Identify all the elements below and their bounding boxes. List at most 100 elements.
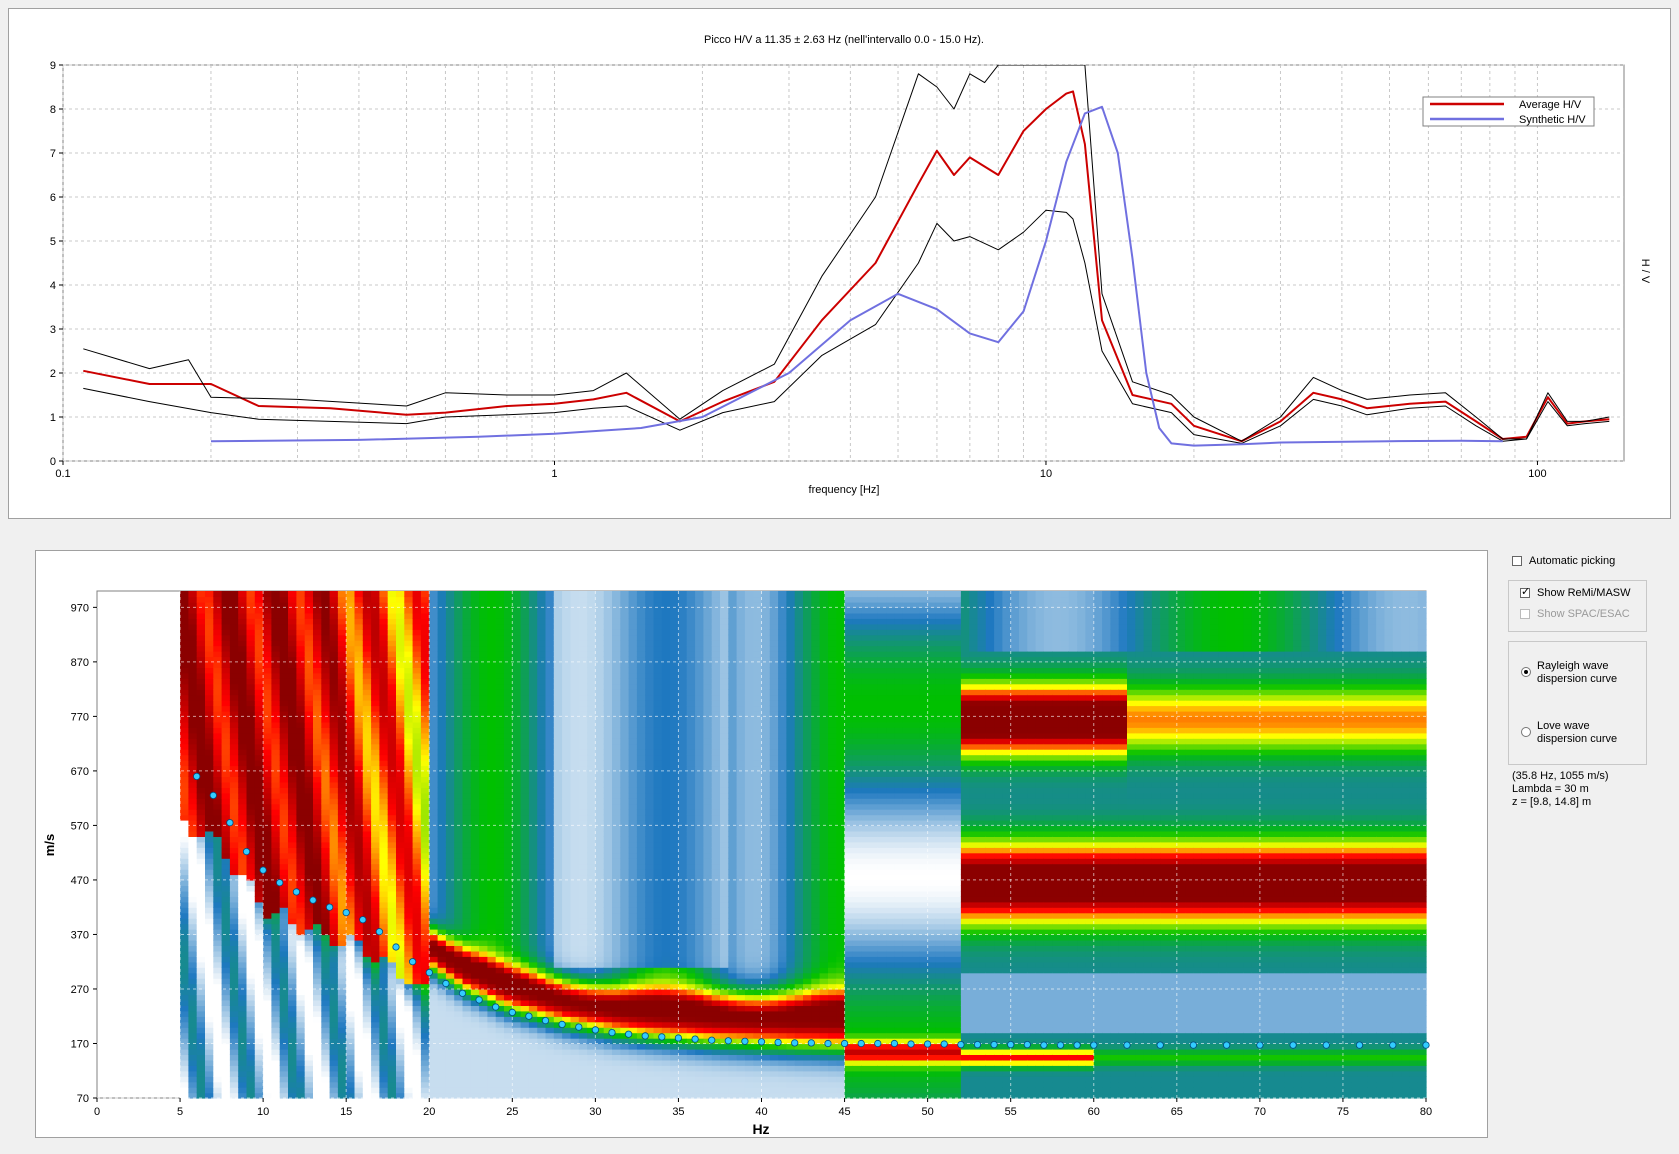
heatmap-cell xyxy=(188,781,198,788)
heatmap-cell xyxy=(346,760,356,767)
heatmap-cell xyxy=(279,809,289,816)
heatmap-cell xyxy=(487,645,497,652)
heatmap-cell xyxy=(362,956,372,963)
heatmap-cell xyxy=(271,896,281,903)
heatmap-cell xyxy=(313,1032,322,1039)
heatmap-cell xyxy=(429,885,439,892)
heatmap-cell xyxy=(263,678,272,685)
heatmap-cell xyxy=(387,939,397,946)
heatmap-cell xyxy=(180,852,189,859)
heatmap-cell xyxy=(445,667,455,674)
heatmap-cell xyxy=(454,1081,464,1088)
heatmap-cell xyxy=(404,749,414,756)
heatmap-cell xyxy=(545,999,555,1006)
heatmap-cell xyxy=(180,667,189,674)
heatmap-cell xyxy=(196,901,206,908)
heatmap-cell xyxy=(528,918,538,925)
heatmap-cell xyxy=(354,661,364,668)
heatmap-cell xyxy=(387,847,397,854)
heatmap-cell xyxy=(196,765,206,772)
heatmap-cell xyxy=(495,776,505,783)
heatmap-cell xyxy=(337,596,347,603)
heatmap-cell xyxy=(288,760,297,767)
heatmap-cell xyxy=(612,950,621,957)
heatmap-cell xyxy=(479,754,488,761)
heatmap-cell xyxy=(296,678,306,685)
heatmap-cell xyxy=(354,689,364,696)
heatmap-cell xyxy=(263,770,272,777)
heatmap-cell xyxy=(504,972,513,979)
heatmap-cell xyxy=(246,1076,256,1083)
heatmap-cell xyxy=(578,689,588,696)
heatmap-cell xyxy=(537,683,547,690)
heatmap-cell xyxy=(313,1021,322,1028)
heatmap-cell xyxy=(313,738,322,745)
heatmap-cell xyxy=(578,754,588,761)
heatmap-cell xyxy=(180,1027,189,1034)
heatmap-cell xyxy=(487,667,497,674)
heatmap-cell xyxy=(495,820,505,827)
heatmap-cell xyxy=(420,1092,430,1099)
heatmap-cell xyxy=(271,705,281,712)
heatmap-cell xyxy=(296,858,306,865)
heatmap-cell xyxy=(578,1059,588,1066)
heatmap-cell xyxy=(612,847,621,854)
heatmap-cell xyxy=(379,983,389,990)
heatmap-cell xyxy=(603,1032,613,1039)
heatmap-cell xyxy=(337,874,347,881)
heatmap-cell xyxy=(520,645,530,652)
heatmap-cell xyxy=(387,1065,397,1072)
heatmap-cell xyxy=(578,841,588,848)
heatmap-cell xyxy=(420,661,430,668)
heatmap-cell xyxy=(221,667,231,674)
heatmap-cell xyxy=(429,765,439,772)
heatmap-cell xyxy=(537,754,547,761)
heatmap-cell xyxy=(379,901,389,908)
heatmap-cell xyxy=(537,640,547,647)
heatmap-cell xyxy=(562,760,571,767)
heatmap-cell xyxy=(213,950,223,957)
heatmap-cell xyxy=(313,651,322,658)
heatmap-cell xyxy=(479,678,488,685)
heatmap-cell xyxy=(504,896,513,903)
heatmap-cell xyxy=(304,1038,314,1045)
heatmap-cell xyxy=(562,896,571,903)
heatmap-cell xyxy=(545,901,555,908)
heatmap-cell xyxy=(205,858,214,865)
heatmap-cell xyxy=(254,814,264,821)
heatmap-cell xyxy=(470,836,480,843)
heatmap-cell xyxy=(520,983,530,990)
heatmap-cell xyxy=(396,1027,405,1034)
heatmap-cell xyxy=(213,749,223,756)
heatmap-cell xyxy=(462,1054,472,1061)
heatmap-cell xyxy=(454,651,464,658)
heatmap-cell xyxy=(562,809,571,816)
heatmap-cell xyxy=(470,945,480,952)
heatmap-cell xyxy=(246,683,256,690)
heatmap-cell xyxy=(396,939,405,946)
heatmap-cell xyxy=(337,727,347,734)
heatmap-cell xyxy=(545,1070,555,1077)
heatmap-cell xyxy=(263,792,272,799)
heatmap-cell xyxy=(404,781,414,788)
heatmap-cell xyxy=(263,716,272,723)
heatmap-cell xyxy=(213,754,223,761)
heatmap-cell xyxy=(553,765,563,772)
dispersion-chart[interactable]: 0 5 10 15 20 25 30 35 40 45 50 55 60 65 70 75 8070170270… xyxy=(36,551,1487,1137)
heatmap-cell xyxy=(180,896,189,903)
heatmap-cell xyxy=(603,939,613,946)
heatmap-cell xyxy=(603,956,613,963)
heatmap-cell xyxy=(404,901,414,908)
heatmap-cell xyxy=(470,950,480,957)
heatmap-cell xyxy=(354,825,364,832)
heatmap-cell xyxy=(279,601,289,608)
heatmap-cell xyxy=(329,841,339,848)
heatmap-cell xyxy=(387,907,397,914)
heatmap-cell xyxy=(221,972,231,979)
heatmap-cell xyxy=(346,939,356,946)
heatmap-cell xyxy=(321,874,331,881)
heatmap-cell xyxy=(595,879,605,886)
heatmap-cell xyxy=(180,776,189,783)
heatmap-cell xyxy=(504,765,513,772)
heatmap-cell xyxy=(321,1048,331,1055)
